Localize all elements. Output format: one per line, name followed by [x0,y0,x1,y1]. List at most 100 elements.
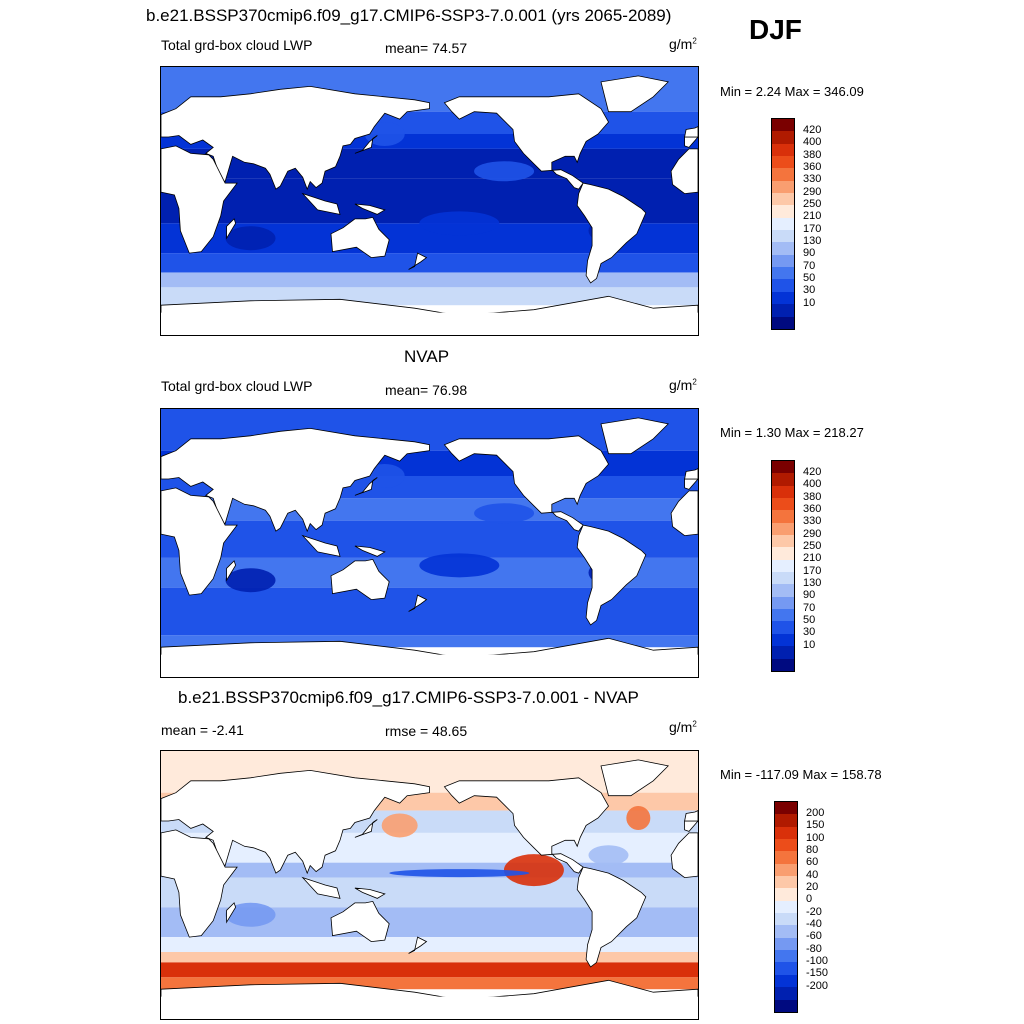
field-band [161,253,698,273]
colorbar-tick-label: 250 [803,197,822,210]
colorbar-swatch [772,522,794,536]
field-patch [381,813,418,838]
colorbar-tick-label: 290 [803,185,822,198]
colorbar-swatch [772,267,794,280]
colorbar-swatch [772,156,794,169]
colorbar-tick-label: 130 [803,577,822,590]
panel-2-minmax: Min = 1.30 Max = 218.27 [720,425,864,440]
land-outline [408,936,428,954]
colorbar-tick-label: 80 [806,843,819,856]
colorbar-swatch [772,242,794,255]
colorbar-tick-label: 170 [803,564,822,577]
colorbar-tick-label: -20 [806,905,822,918]
colorbar-tick-label: 50 [803,272,816,285]
colorbar-tick-label: -60 [806,930,822,943]
panel-2-colorbar: 420 400 380 360 330 290 250 210 170 130 90 70 50 30 10 [771,460,851,672]
panel-2-variable-label: Total grd-box cloud LWP [161,378,313,394]
colorbar-swatch [772,304,794,317]
land-outline [576,524,647,626]
panel-3-map [160,750,699,1020]
field-patch [626,806,651,830]
colorbar-tick-label: 150 [806,819,825,832]
field-patch [474,161,535,182]
panel-2-units: g/m2 [669,377,697,393]
land-outline [161,427,430,533]
land-outline [161,145,238,254]
land-outline [354,203,386,215]
colorbar-swatch [772,254,794,268]
colorbar-tick-label: 50 [803,614,816,627]
land-outline [301,876,341,899]
colorbar-tick-label: 360 [803,502,822,515]
colorbar-tick-label: 210 [803,552,822,565]
land-outline [684,126,698,138]
colorbar-swatch [772,510,794,523]
colorbar-tick-label: 30 [803,284,816,297]
panel-1-title: b.e21.BSSP370cmip6.f09_g17.CMIP6-SSP3-7.… [146,6,672,25]
colorbar-tick-label: -40 [806,918,822,931]
colorbar-swatch [775,925,797,938]
field-band [161,272,698,288]
panel-1-mean-label: mean= 74.57 [385,40,468,56]
colorbar-tick-label: 400 [803,478,822,491]
colorbar-tick-label: 330 [803,515,822,528]
colorbar-swatch [775,900,797,914]
colorbar-tick-label: 360 [803,160,822,173]
land-outline [684,810,698,822]
colorbar-swatch [772,633,794,647]
antarctica [161,996,698,1019]
field-patch [588,845,629,866]
panel-1-variable-label: Total grd-box cloud LWP [161,37,313,53]
land-outline [161,85,430,191]
land-outline [670,148,698,195]
panel-3-mean-label: mean = -2.41 [161,722,244,738]
land-outline [301,192,341,215]
field-patch [364,122,405,146]
land-outline [330,216,390,259]
panel-1-minmax: Min = 2.24 Max = 346.09 [720,84,864,99]
colorbar-swatch [772,535,794,548]
colorbar-swatch [772,205,794,218]
field-patch [225,226,276,251]
land-outline [600,759,670,797]
colorbar-swatch [775,851,797,864]
colorbar-swatch [775,826,797,840]
colorbar-tick-label: 420 [803,465,822,478]
field-band [161,952,698,963]
land-outline [670,490,698,537]
colorbar-swatch [772,584,794,597]
colorbar-tick-label: 250 [803,539,822,552]
field-band [161,962,698,978]
colorbar-swatch [772,168,794,181]
colorbar-tick-label: 90 [803,247,816,260]
panel-2-title: NVAP [404,347,450,366]
panel-1-colorbar: 420 400 380 360 330 290 250 210 170 130 90 70 50 30 10 [771,118,851,330]
field-patch [419,211,500,236]
colorbar-tick-label: 40 [806,868,819,881]
colorbar-tick-label: 90 [803,589,816,602]
land-outline [443,435,609,532]
colorbar-tick-label: -150 [806,967,829,980]
colorbar-tick-label: 290 [803,527,822,540]
land-outline [354,135,378,154]
colorbar-swatch [772,646,794,659]
colorbar-swatch [772,572,794,585]
colorbar-swatch [775,863,797,877]
colorbar-boxes [774,801,798,1013]
colorbar-swatch [772,559,794,573]
colorbar-tick-label: 400 [803,136,822,149]
land-outline [226,560,237,582]
land-outline [600,75,670,113]
colorbar-tick-label: 30 [803,626,816,639]
land-outline [354,887,386,899]
colorbar-swatch [775,950,797,963]
panel-1-map [160,66,699,336]
colorbar-swatch [772,485,794,499]
colorbar-boxes [771,460,795,672]
colorbar-tick-label: 420 [803,123,822,136]
panel-2-map [160,408,699,678]
antarctica [161,312,698,335]
colorbar-swatch [775,802,797,815]
colorbar-swatch [772,143,794,157]
colorbar-swatch [772,131,794,144]
